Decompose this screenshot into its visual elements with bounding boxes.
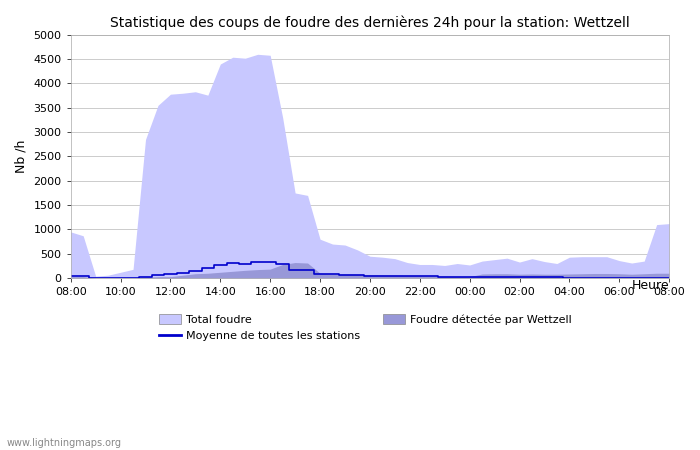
Text: Heure: Heure [631,279,669,292]
Text: www.lightningmaps.org: www.lightningmaps.org [7,438,122,448]
Title: Statistique des coups de foudre des dernières 24h pour la station: Wettzell: Statistique des coups de foudre des dern… [110,15,630,30]
Legend: Total foudre, Moyenne de toutes les stations, Foudre détectée par Wettzell: Total foudre, Moyenne de toutes les stat… [154,310,577,346]
Y-axis label: Nb /h: Nb /h [15,140,28,173]
